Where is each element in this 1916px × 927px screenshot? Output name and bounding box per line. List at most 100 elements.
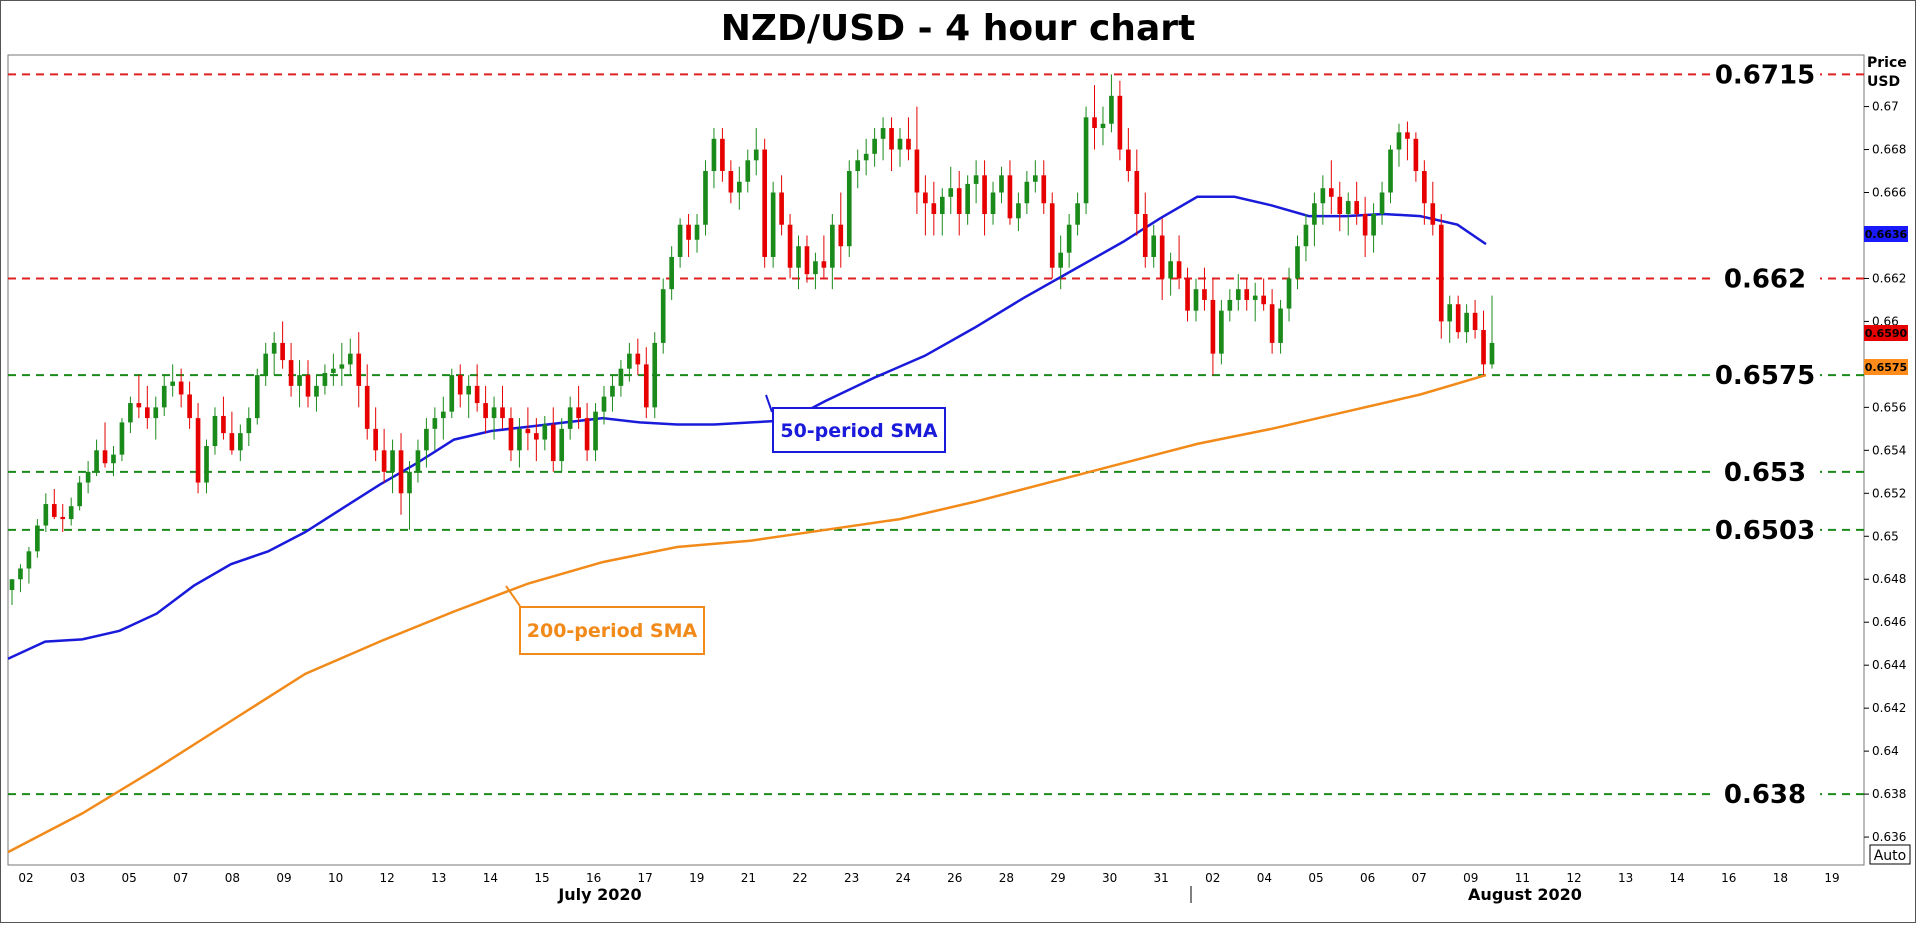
candle-body-68 — [584, 418, 590, 451]
candle-body-15 — [136, 403, 142, 408]
sma-line-1 — [7, 373, 1487, 854]
x-tick-label-10: 15 — [534, 871, 549, 885]
candle-body-6 — [60, 516, 66, 520]
y-tick-label-13: 0.662 — [1872, 271, 1906, 285]
candle-body-163 — [1388, 149, 1393, 193]
candle-body-147 — [1252, 295, 1258, 300]
candle-body-96 — [821, 261, 827, 268]
candle-body-123 — [1049, 203, 1055, 268]
candle-body-70 — [601, 396, 607, 412]
candle-body-49 — [424, 428, 429, 451]
candle-body-128 — [1092, 117, 1097, 129]
candle-body-130 — [1109, 95, 1114, 124]
candle-body-81 — [694, 224, 700, 240]
candle-body-86 — [736, 181, 742, 193]
candle-body-85 — [728, 171, 734, 193]
candle-body-162 — [1379, 192, 1385, 214]
y-tick-label-7: 0.65 — [1872, 529, 1899, 543]
x-tick-label-13: 19 — [689, 871, 704, 885]
price-badges: 0.6590 0.6575 0.6636 — [1864, 226, 1908, 375]
candle-body-104 — [889, 128, 894, 150]
candle-body-90 — [770, 192, 776, 257]
x-tick-label-4: 08 — [225, 871, 240, 885]
candle-body-157 — [1337, 196, 1343, 214]
candle-body-14 — [128, 403, 133, 423]
auto-button[interactable] — [1869, 844, 1911, 865]
level-label-1: 0.662 — [1724, 264, 1806, 294]
x-tick-label-5: 09 — [276, 871, 291, 885]
level-label-bg-4 — [1710, 514, 1820, 545]
candle-body-57 — [491, 407, 497, 419]
candle-body-145 — [1235, 289, 1241, 300]
candle-body-7 — [68, 506, 74, 520]
candle-body-133 — [1134, 171, 1140, 214]
candle-body-124 — [1058, 252, 1064, 268]
candle-body-117 — [999, 175, 1004, 193]
candle-body-50 — [432, 418, 438, 429]
auto-button-label[interactable]: Auto — [1874, 848, 1907, 864]
candle-body-126 — [1075, 203, 1080, 225]
x-tick-label-0: 02 — [18, 871, 33, 885]
candle-body-26 — [229, 433, 235, 451]
candle-body-54 — [466, 385, 472, 395]
x-tick-label-20: 29 — [1050, 871, 1065, 885]
candle-body-172 — [1464, 312, 1469, 333]
candle-body-151 — [1286, 278, 1292, 309]
candle-body-38 — [331, 368, 336, 373]
y-tick-label-15: 0.666 — [1872, 186, 1906, 200]
candle-body-105 — [897, 138, 903, 150]
candle-body-115 — [982, 175, 987, 214]
candle-body-60 — [517, 428, 522, 451]
candle-body-173 — [1472, 312, 1478, 331]
candle-body-65 — [559, 428, 565, 462]
candle-body-112 — [956, 188, 962, 214]
price-badge-label-1: 0.6575 — [1865, 361, 1907, 374]
candle-body-141 — [1202, 289, 1207, 300]
y-tick-label-5: 0.646 — [1872, 615, 1906, 629]
x-tick-label-27: 07 — [1412, 871, 1427, 885]
candle-body-20 — [178, 381, 184, 395]
candle-body-87 — [745, 160, 751, 182]
sma200-callout-label: 200-period SMA — [527, 620, 698, 642]
candle-body-153 — [1303, 224, 1309, 247]
candle-body-51 — [440, 411, 446, 419]
candle-body-47 — [407, 471, 412, 494]
candle-body-35 — [305, 375, 311, 397]
sma200-callout-box — [519, 606, 705, 655]
candle-body-149 — [1269, 304, 1275, 343]
x-tick-label-12: 17 — [638, 871, 653, 885]
candle-body-158 — [1345, 201, 1351, 214]
level-labels: 0.6715 0.662 0.6575 0.653 0.6503 0.638 — [1710, 59, 1820, 810]
candle-body-64 — [550, 424, 556, 462]
candle-body-74 — [635, 353, 641, 365]
x-axis: 02 03 05 07 08 09 10 12 13 14 15 16 17 19 21 22 23 24 26 28… — [18, 871, 1839, 904]
candle-body-144 — [1227, 299, 1233, 311]
candle-body-107 — [914, 149, 920, 193]
candle-body-120 — [1024, 181, 1030, 204]
month-label-0: July 2020 — [557, 885, 641, 904]
candle-body-140 — [1193, 289, 1199, 311]
candle-body-32 — [280, 342, 285, 361]
x-tick-label-24: 04 — [1257, 871, 1272, 885]
x-tick-label-3: 07 — [173, 871, 188, 885]
x-tick-label-31: 13 — [1618, 871, 1633, 885]
candle-body-23 — [204, 446, 209, 483]
candle-body-10 — [94, 450, 99, 472]
y-tick-label-2: 0.64 — [1872, 744, 1899, 758]
candle-body-59 — [508, 418, 514, 451]
candle-body-61 — [525, 428, 531, 434]
candle-body-8 — [77, 482, 82, 507]
candle-body-111 — [948, 188, 954, 197]
sma50-callout-box — [772, 407, 946, 453]
x-tick-label-6: 10 — [328, 871, 343, 885]
candle-body-2 — [26, 551, 32, 569]
candle-body-160 — [1362, 213, 1368, 236]
x-tick-label-30: 12 — [1566, 871, 1581, 885]
candle-body-72 — [618, 368, 624, 386]
candle-body-122 — [1041, 175, 1047, 204]
candle-body-0 — [9, 579, 15, 590]
level-label-0: 0.6715 — [1715, 60, 1815, 90]
y-axis: 0.636 0.638 0.64 0.642 0.644 0.646 0.648 0.65 0.… — [1864, 100, 1906, 844]
